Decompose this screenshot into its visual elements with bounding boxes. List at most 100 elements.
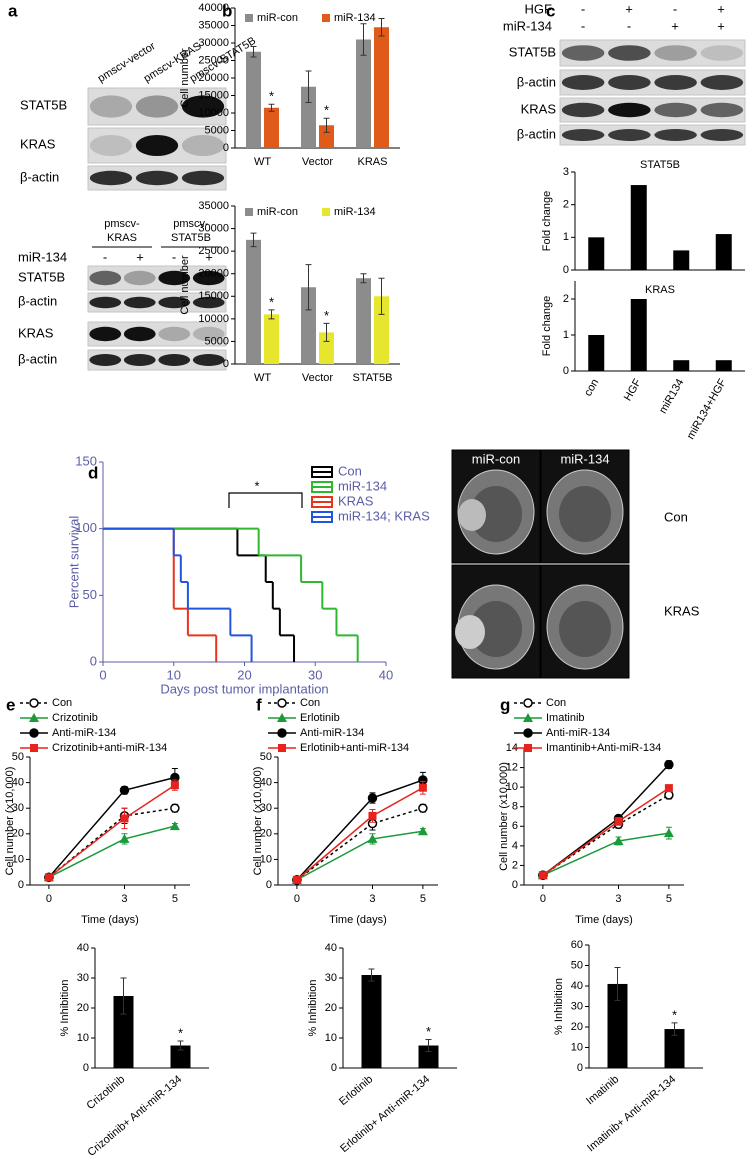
tumor (458, 499, 486, 531)
marker (169, 821, 180, 831)
bar (356, 39, 371, 148)
mri-brain-core (470, 601, 522, 657)
blot-band (135, 170, 179, 186)
y-tick-label: 14 (506, 742, 518, 754)
marker (523, 713, 533, 722)
marker (418, 803, 428, 813)
y-tick-label: 20 (260, 828, 272, 840)
x-tick-label: 5 (172, 893, 178, 905)
bar (113, 996, 134, 1068)
group-label: pmscv- (173, 218, 209, 230)
y-tick-label: 4 (512, 840, 518, 852)
error-bar (614, 967, 621, 1001)
marker (367, 833, 378, 843)
x-tick-label: 0 (294, 893, 300, 905)
row-label: KRAS (20, 136, 56, 151)
y-axis-label: Cell number (x10,000) (252, 767, 264, 876)
blot-band (608, 102, 651, 118)
y-tick-label: 40000 (198, 2, 229, 14)
sign: - (103, 249, 107, 264)
blot-band (700, 129, 744, 141)
bar (319, 125, 334, 148)
y-tick-label: 60 (571, 939, 583, 951)
x-tick-label: 3 (121, 893, 127, 905)
x-tick-label: 40 (379, 667, 393, 682)
y-tick-label: 0 (512, 879, 518, 891)
y-tick-label: 40 (260, 777, 272, 789)
y-tick-label: 5000 (205, 124, 229, 136)
legend-swatch (245, 14, 253, 22)
legend-swatch (322, 208, 330, 216)
x-tick-label: WT (254, 156, 271, 168)
blot-band (89, 95, 133, 118)
significance-bracket (228, 492, 303, 508)
blot-band (561, 75, 605, 90)
y-tick-label: 0 (563, 365, 569, 377)
y-tick-label: 0 (223, 358, 229, 370)
marker (614, 817, 623, 826)
marker (29, 713, 39, 722)
line (296, 807, 424, 881)
panel-label: b (222, 1, 232, 20)
row-label: HGF (525, 1, 553, 16)
x-tick-label: KRAS (358, 156, 388, 168)
y-tick-label: 0 (331, 1062, 337, 1074)
chart: 0 2 4 6 8 10 12 14 Cell number (x10,000) Time (da… (498, 697, 684, 926)
blot-band (89, 354, 122, 366)
y-tick-label: 0 (563, 264, 569, 276)
error-bar (378, 18, 385, 37)
marker (277, 713, 287, 722)
blot-band (158, 270, 191, 286)
panel-label: g (500, 695, 510, 714)
legend-label: Imatinib (546, 712, 585, 724)
y-tick-label: 40 (12, 777, 24, 789)
blot-band (123, 296, 156, 309)
row-label: β-actin (517, 126, 556, 141)
y-tick-label: 30 (325, 972, 337, 984)
bar (374, 27, 389, 148)
legend-swatch (322, 14, 330, 22)
y-axis-label: % Inhibition (553, 978, 565, 1035)
error-bar (323, 322, 330, 342)
panel-label: c (546, 1, 555, 20)
sign: - (172, 249, 176, 264)
blot-strip (559, 124, 746, 146)
bar (246, 51, 261, 148)
legend-label: Anti-miR-134 (300, 727, 364, 739)
marker (30, 744, 38, 752)
x-axis-label: Time (days) (575, 914, 633, 926)
marker (538, 871, 547, 880)
legend-label: Imantinib+Anti-miR-134 (546, 742, 661, 754)
panel-label: d (88, 463, 98, 482)
annotation: * (178, 1025, 183, 1040)
y-tick-label: 2 (563, 293, 569, 305)
panel-label: e (6, 695, 15, 714)
blot-band (192, 326, 225, 342)
y-tick-label: 10 (77, 1032, 89, 1044)
y-tick-label: 3 (563, 166, 569, 178)
y-tick-label: 150 (75, 453, 97, 468)
y-tick-label: 50 (83, 587, 97, 602)
blot-band (561, 45, 605, 61)
legend-label: Anti-miR-134 (546, 727, 610, 739)
bar (361, 975, 382, 1068)
blot-band (654, 45, 697, 61)
blot-band (654, 102, 697, 118)
bar (715, 360, 732, 371)
blot-band (181, 170, 225, 186)
y-tick-label: 20 (12, 828, 24, 840)
error-bar (425, 1039, 432, 1052)
marker (119, 833, 130, 843)
error-bar (360, 23, 367, 56)
legend-swatch (245, 208, 253, 216)
y-tick-label: 0 (90, 653, 97, 668)
legend-label: Erlotinib+anti-miR-134 (300, 742, 409, 754)
y-tick-label: 35000 (198, 200, 229, 212)
y-tick-label: 20 (77, 1002, 89, 1014)
legend-label: Crizotinib (52, 712, 98, 724)
annotation: * (672, 1007, 677, 1022)
y-tick-label: 20 (571, 1021, 583, 1033)
marker (523, 728, 533, 738)
